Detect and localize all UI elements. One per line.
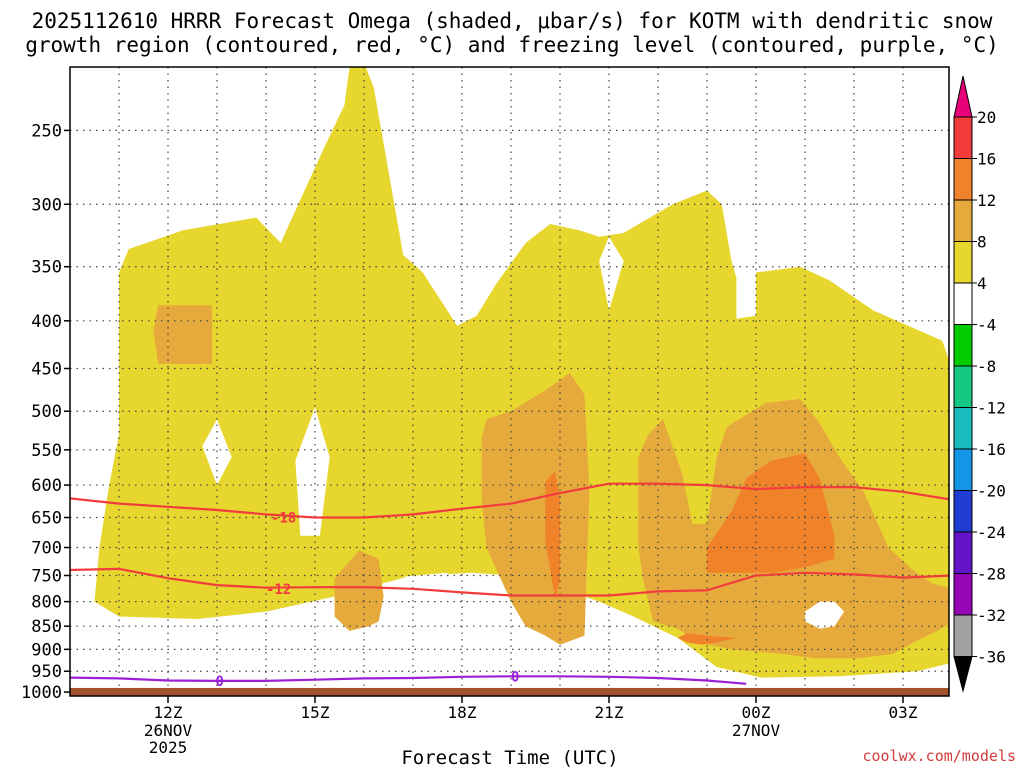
colorbar-segment-2 — [953, 199, 973, 242]
shade-white-hole-left — [202, 419, 232, 486]
colorbar-bottom-arrow — [953, 656, 973, 693]
xtick-date-12Z: 26NOV — [144, 721, 193, 740]
contour-lines — [70, 482, 949, 685]
colorbar-segment-11 — [953, 573, 973, 616]
ytick-label-250: 250 — [31, 121, 62, 141]
omega-shading — [94, 67, 949, 678]
y-axis: 250 300 350 400 450 500 550 600 650 700 750 800 850 9… — [21, 121, 70, 703]
colorbar-label-4: 4 — [977, 274, 987, 293]
ytick-label-900: 900 — [31, 640, 62, 660]
grid-lines — [70, 67, 949, 696]
colorbar-segment-4 — [953, 282, 973, 325]
ytick-label-450: 450 — [31, 360, 62, 380]
colorbar-segment-8 — [953, 448, 973, 491]
contour-label2-freezing-level-0: 0 — [511, 669, 519, 685]
shade-orange-left — [153, 305, 213, 364]
shade-orange-2130 — [481, 373, 590, 645]
shade-white-hole-0130 — [805, 601, 845, 629]
contour-labels: -18 -12 0 0 — [216, 511, 520, 690]
contour-freezing-level-0 — [70, 675, 747, 685]
xtick-label-15Z: 15Z — [301, 703, 330, 722]
colorbar-label-9: -20 — [977, 482, 1006, 501]
shade-orange-mid-low — [334, 550, 384, 631]
xtick-label-03Z: 03Z — [889, 703, 918, 722]
shade-white-hole-17z — [403, 572, 458, 589]
colorbar-label-8: -16 — [977, 440, 1006, 459]
colorbar: 20 16 12 8 4 -4 -8 -12 -16 -20 -24 -28 -32 -36 — [953, 75, 1006, 693]
xtick-label-21Z: 21Z — [595, 703, 624, 722]
colorbar-segment-1 — [953, 158, 973, 201]
ytick-label-750: 750 — [31, 566, 62, 586]
colorbar-label-6: -8 — [977, 357, 996, 376]
shade-dark-orange-core-2000 — [545, 471, 560, 600]
colorbar-segment-9 — [953, 490, 973, 533]
colorbar-label-12: -32 — [977, 606, 1006, 625]
xtick-label-18Z: 18Z — [448, 703, 477, 722]
credit-text: coolwx.com/models — [862, 747, 1016, 765]
colorbar-label-2: 12 — [977, 191, 996, 210]
ytick-label-700: 700 — [31, 539, 62, 559]
xtick-date-00Z: 27NOV — [732, 721, 781, 740]
ytick-label-500: 500 — [31, 402, 62, 422]
plot-area — [70, 67, 949, 696]
contour-temp-minus18 — [70, 482, 949, 519]
ytick-label-300: 300 — [31, 195, 62, 215]
chart-title-line2: growth region (contoured, red, °C) and f… — [25, 33, 999, 57]
contour-temp-minus12 — [70, 567, 949, 597]
ytick-label-850: 850 — [31, 617, 62, 637]
colorbar-segment-10 — [953, 531, 973, 574]
colorbar-segment-0 — [953, 116, 973, 159]
xtick-label-00Z: 00Z — [742, 703, 771, 722]
ground-surface — [70, 687, 949, 696]
colorbar-segment-6 — [953, 365, 973, 408]
colorbar-label-11: -28 — [977, 565, 1006, 584]
colorbar-label-13: -36 — [977, 648, 1006, 667]
colorbar-segment-3 — [953, 241, 973, 284]
ytick-label-550: 550 — [31, 441, 62, 461]
colorbar-label-3: 8 — [977, 233, 987, 252]
colorbar-segment-12 — [953, 614, 973, 657]
colorbar-label-10: -24 — [977, 523, 1006, 542]
contour-label-temp-minus18: -18 — [271, 511, 296, 527]
colorbar-segment-7 — [953, 407, 973, 450]
shade-white-hole-21z — [599, 236, 624, 311]
xtick-year-12Z: 2025 — [149, 738, 188, 757]
xtick-label-12Z: 12Z — [154, 703, 183, 722]
chart-title-line1: 2025112610 HRRR Forecast Omega (shaded, … — [32, 9, 993, 33]
contour-label-freezing-level-0: 0 — [216, 674, 224, 690]
shade-dark-orange-core-0030 — [707, 453, 835, 573]
colorbar-label-0: 20 — [977, 108, 996, 127]
ytick-label-650: 650 — [31, 509, 62, 529]
ytick-label-950: 950 — [31, 662, 62, 682]
ytick-label-400: 400 — [31, 312, 62, 332]
colorbar-label-7: -12 — [977, 399, 1006, 418]
ytick-label-800: 800 — [31, 593, 62, 613]
x-axis-label: Forecast Time (UTC) — [401, 747, 618, 768]
contour-label-temp-minus12: -12 — [266, 582, 291, 598]
ytick-label-350: 350 — [31, 258, 62, 278]
ytick-label-1000: 1000 — [21, 683, 62, 703]
colorbar-label-5: -4 — [977, 316, 996, 335]
ytick-label-600: 600 — [31, 476, 62, 496]
shade-white-hole-15z — [295, 407, 330, 536]
colorbar-label-1: 16 — [977, 150, 996, 169]
shade-white-hole-upper-right — [736, 271, 756, 319]
plot-frame — [69, 66, 950, 697]
colorbar-segment-5 — [953, 324, 973, 367]
